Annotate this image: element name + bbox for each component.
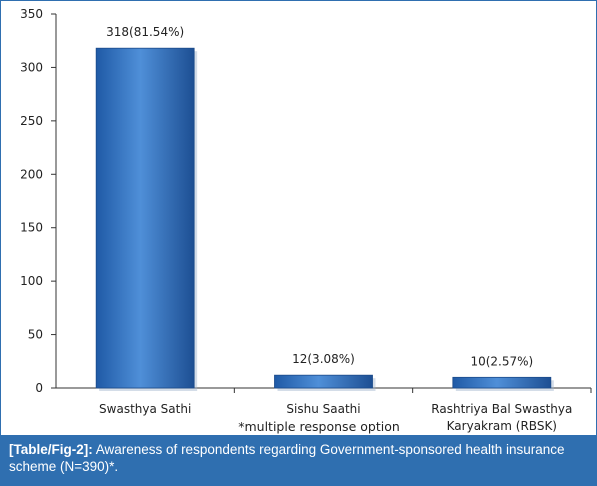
y-tick-label: 200	[20, 167, 43, 181]
category-label: Karyakram (RBSK)	[447, 419, 557, 433]
y-tick-label: 250	[20, 114, 43, 128]
bar-chart: 0 50 100 150 200 250 300 350 318(81.54%) Swasthy…	[20, 7, 592, 434]
figure-caption: [Table/Fig-2]: Awareness of respondents …	[1, 435, 596, 485]
bar	[95, 47, 195, 389]
caption-label: [Table/Fig-2]:	[9, 442, 93, 457]
data-label: 10(2.57%)	[470, 354, 533, 368]
data-label: 12(3.08%)	[292, 352, 355, 366]
y-tick-label: 0	[35, 381, 43, 395]
note-label: *multiple response option	[238, 419, 400, 434]
y-tick-label: 350	[20, 7, 43, 21]
category-label: Swasthya Sathi	[99, 402, 191, 416]
bar	[274, 374, 373, 389]
y-tick-label: 150	[20, 221, 43, 235]
category-label: Rashtriya Bal Swasthya	[431, 402, 572, 416]
y-tick-label: 100	[20, 274, 43, 288]
category-label: Sishu Saathi	[286, 402, 360, 416]
caption-text: Awareness of respondents regarding Gover…	[9, 442, 565, 474]
y-tick-label: 50	[28, 328, 43, 342]
data-label: 318(81.54%)	[106, 25, 184, 39]
y-tick-label: 300	[20, 60, 43, 74]
bar	[452, 376, 552, 389]
